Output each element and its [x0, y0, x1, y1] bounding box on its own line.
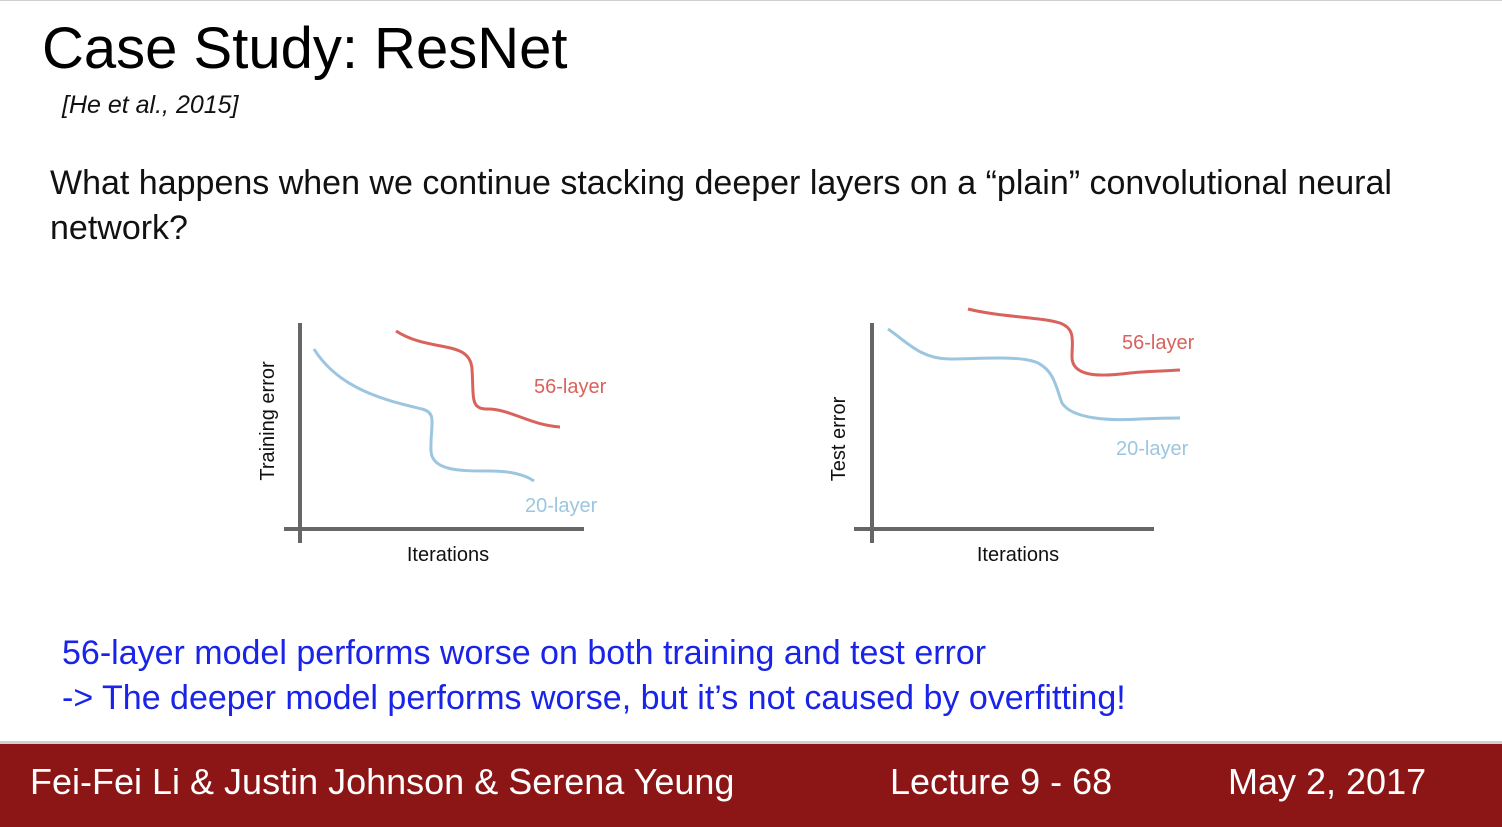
conclusion-line-2: -> The deeper model performs worse, but … [62, 679, 1126, 717]
conclusion-line-1: 56-layer model performs worse on both tr… [62, 634, 987, 672]
series-line-56-layer [395, 329, 561, 429]
series-label-20-layer: 20-layer [525, 495, 598, 517]
series-line-56-layer [967, 307, 1181, 377]
citation: [He et al., 2015] [62, 91, 239, 119]
footer-lecture-number: Lecture 9 - 68 [890, 761, 1113, 802]
test-error-chart: 56-layer 20-layer Iterations Test error [810, 301, 1230, 586]
series-label-56-layer: 56-layer [534, 376, 607, 398]
series-line-20-layer [312, 348, 535, 483]
footer-date: May 2, 2017 [1228, 761, 1427, 802]
x-axis-label: Iterations [977, 544, 1059, 566]
y-axis-label: Training error [257, 361, 279, 481]
series-line-20-layer [887, 327, 1181, 422]
y-axis-label: Test error [828, 396, 850, 481]
slide-title: Case Study: ResNet [42, 16, 568, 81]
training-error-svg: 56-layer 20-layer Iterations Training er… [257, 323, 607, 566]
footer-authors: Fei-Fei Li & Justin Johnson & Serena Yeu… [30, 761, 735, 802]
series-label-20-layer: 20-layer [1116, 438, 1189, 460]
test-error-svg: 56-layer 20-layer Iterations Test error [828, 307, 1195, 566]
question-text: What happens when we continue stacking d… [50, 164, 1392, 247]
series-label-56-layer: 56-layer [1122, 332, 1195, 354]
conclusion: 56-layer model performs worse on both tr… [62, 631, 1126, 721]
footer-bar: Fei-Fei Li & Justin Johnson & Serena Yeu… [0, 741, 1502, 827]
training-error-chart: 56-layer 20-layer Iterations Training er… [240, 301, 620, 586]
x-axis-label: Iterations [407, 544, 489, 566]
